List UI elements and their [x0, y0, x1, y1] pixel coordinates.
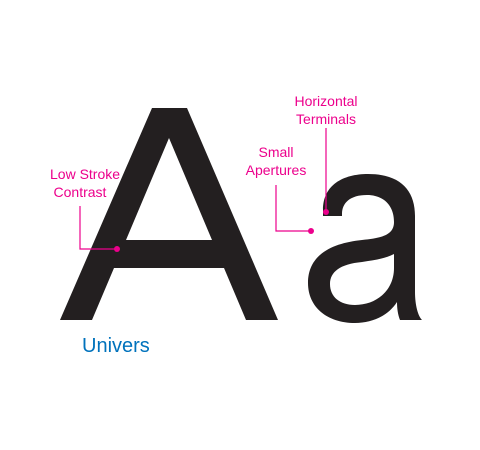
glyph-lowercase-a — [308, 174, 422, 323]
small-apertures-leader — [275, 185, 311, 232]
small-apertures-label: Small Apertures — [245, 144, 307, 178]
low-stroke-contrast-marker — [114, 246, 120, 252]
horizontal-terminals-label: Horizontal Terminals — [294, 93, 358, 127]
glyph-uppercase-a — [60, 108, 278, 320]
typeface-name: Univers — [82, 335, 150, 357]
low-stroke-contrast-leader — [79, 206, 117, 250]
small-apertures-marker — [308, 228, 314, 234]
low-stroke-contrast-label: Low Stroke Contrast — [50, 166, 121, 200]
horizontal-terminals-marker — [323, 209, 329, 215]
